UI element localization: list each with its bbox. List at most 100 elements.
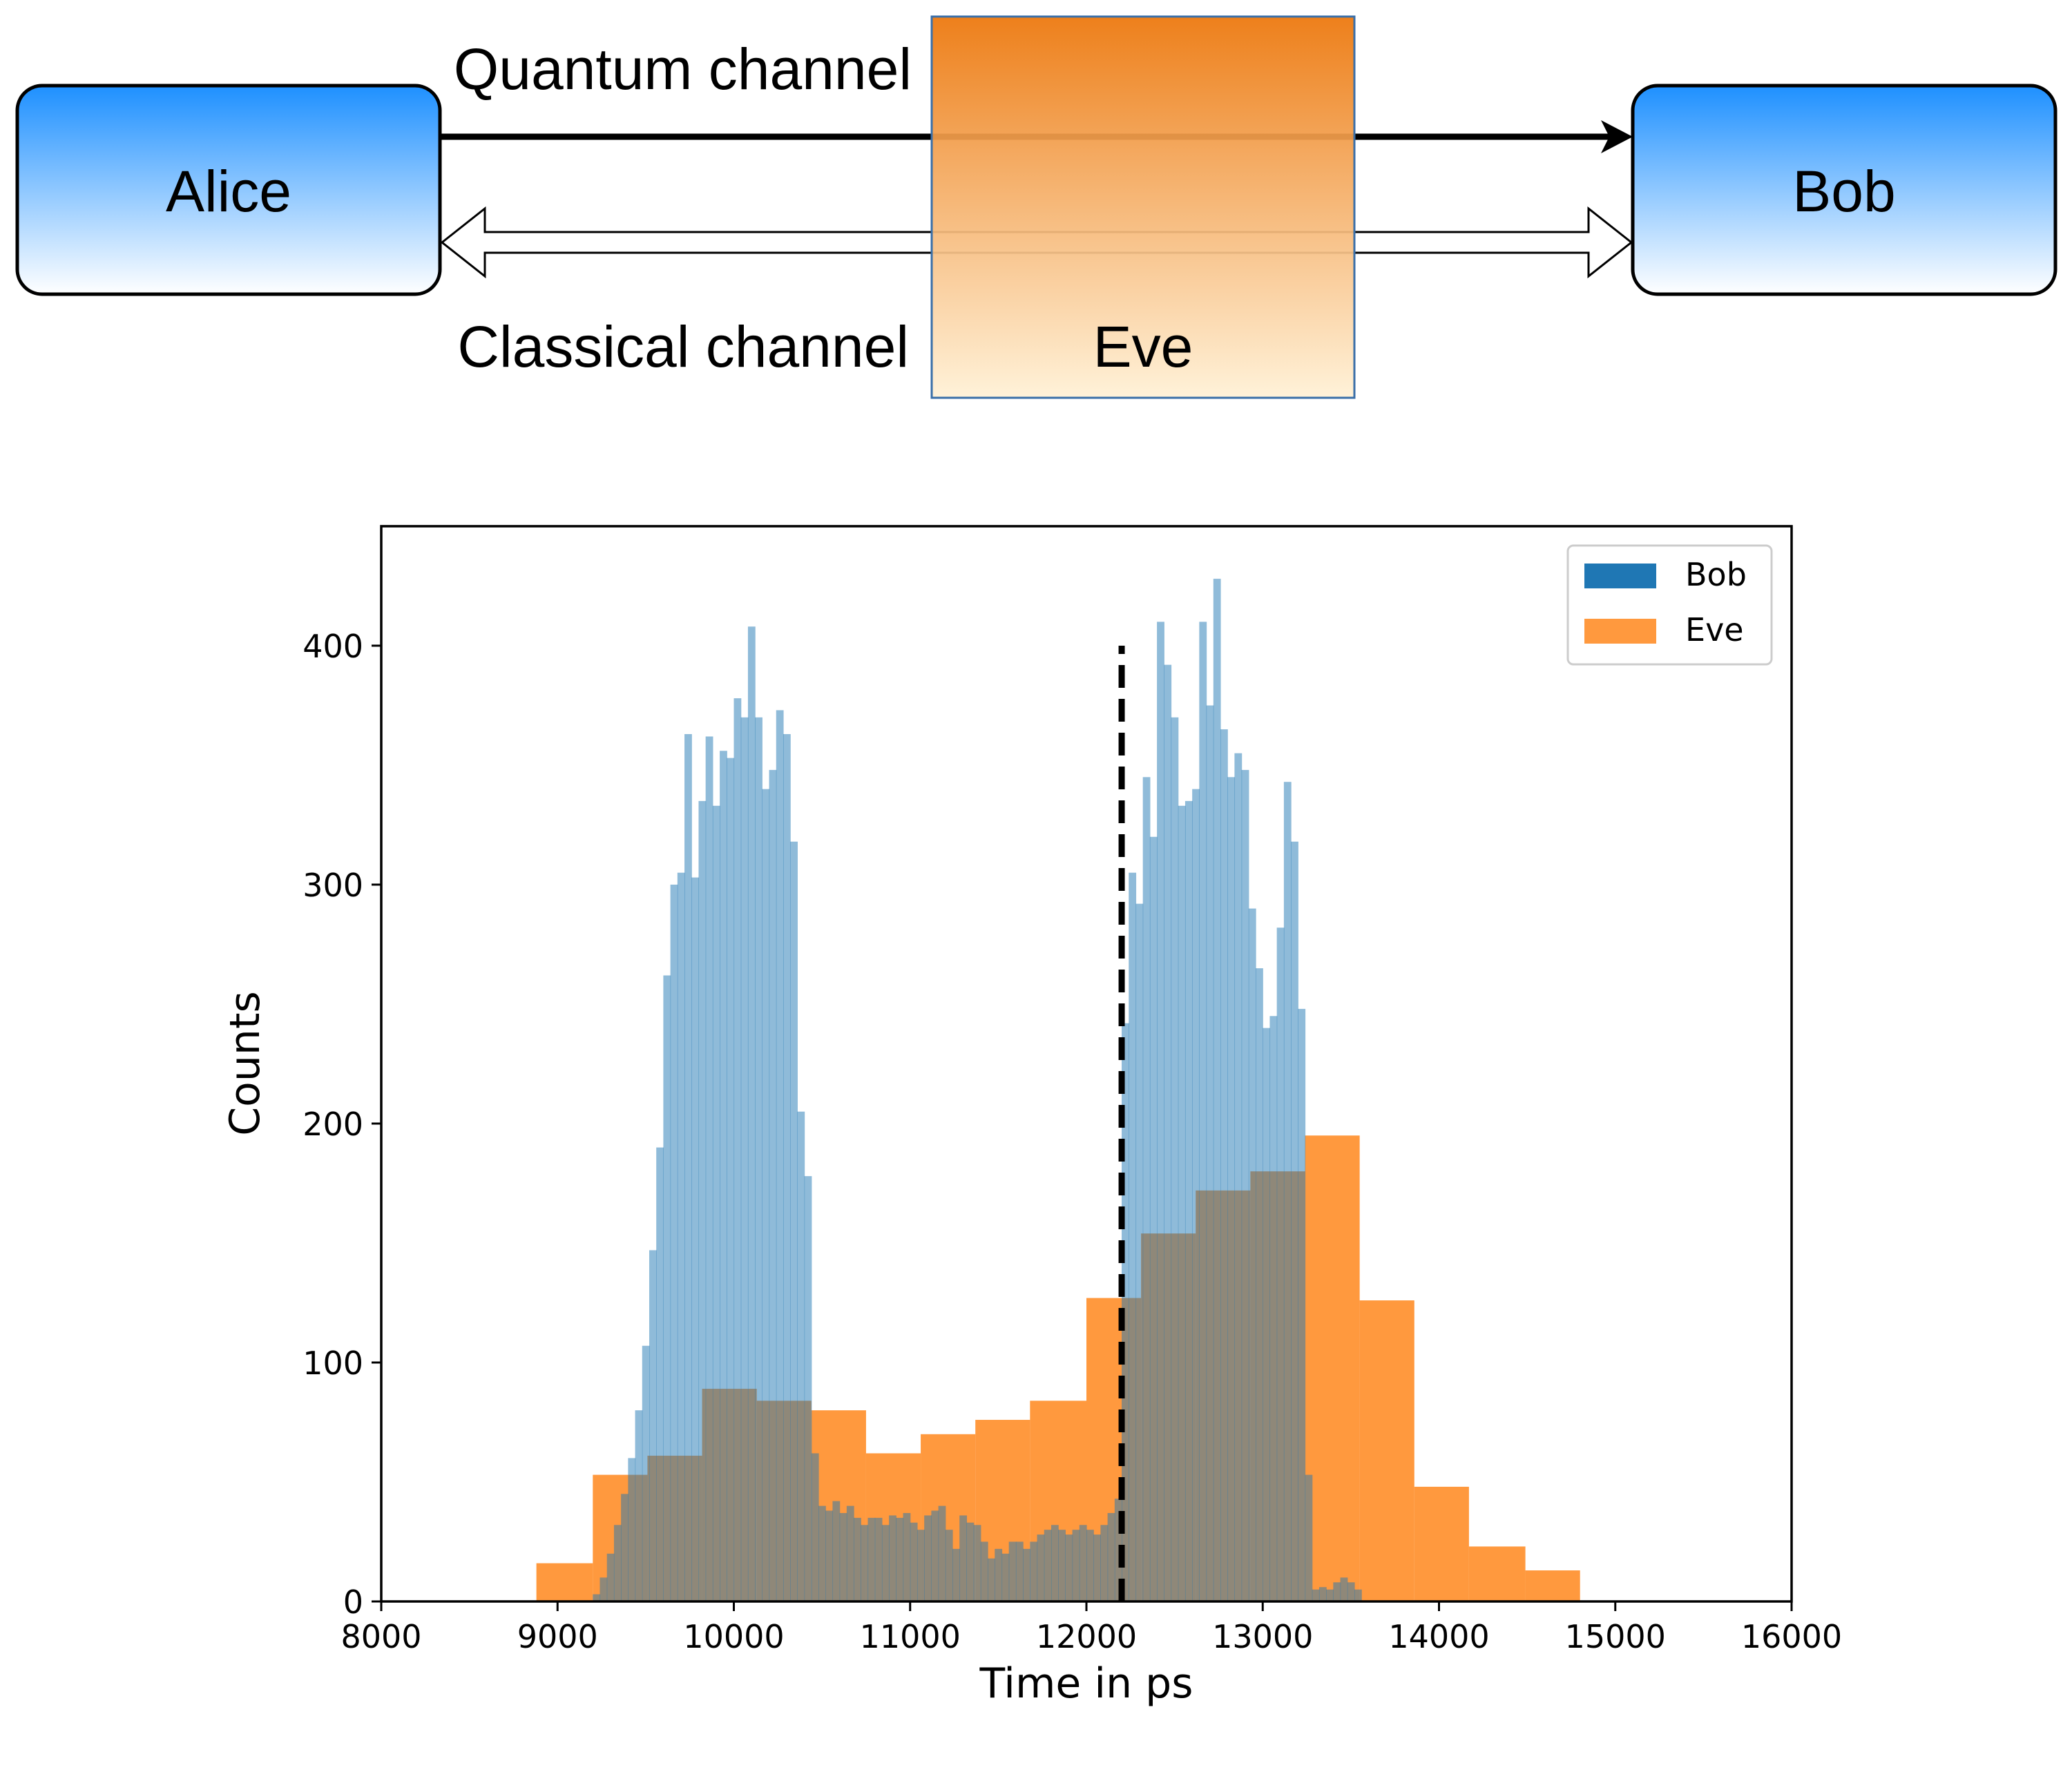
bob-bar xyxy=(854,1517,861,1601)
bob-bar xyxy=(1086,1530,1094,1601)
bob-bar xyxy=(691,877,700,1601)
bob-bar xyxy=(606,1553,615,1601)
bob-bar xyxy=(628,1458,636,1601)
bob-bar xyxy=(1122,1023,1129,1601)
bob-bar xyxy=(762,789,770,1601)
x-axis: 8000 9000 10000 11000 12000 13000 14000 15000 16… xyxy=(340,1601,1842,1655)
bob-bar xyxy=(945,1530,953,1601)
bob-bar xyxy=(698,800,707,1601)
bob-bar xyxy=(1227,777,1236,1601)
bob-bar xyxy=(1220,729,1228,1601)
bob-bar xyxy=(1199,622,1207,1601)
bob-bar xyxy=(839,1512,847,1601)
bob-bar xyxy=(917,1530,925,1601)
x-tick-label: 10000 xyxy=(683,1618,784,1655)
eve-bar xyxy=(1525,1570,1580,1601)
bob-bar xyxy=(733,698,742,1601)
bob-bar xyxy=(896,1517,904,1601)
bob-bar xyxy=(649,1250,657,1601)
bob-bar xyxy=(635,1410,643,1601)
y-tick-label: 100 xyxy=(303,1345,363,1382)
bob-bar xyxy=(642,1345,650,1601)
bob-bar xyxy=(1269,1016,1278,1601)
bob-bar xyxy=(720,751,727,1601)
bob-bar xyxy=(1142,777,1151,1601)
classical-channel-label: Classical channel xyxy=(457,314,909,379)
bob-bar xyxy=(599,1577,608,1601)
legend-label-eve: Eve xyxy=(1685,611,1744,648)
bob-bar xyxy=(1263,1028,1271,1601)
y-tick-label: 0 xyxy=(343,1583,363,1621)
bob-bar xyxy=(1283,782,1292,1601)
bob-bar xyxy=(1058,1530,1066,1601)
bob-bar xyxy=(1241,769,1249,1601)
bob-bar xyxy=(959,1515,968,1601)
bob-bar xyxy=(712,805,720,1601)
eve-label: Eve xyxy=(1093,314,1193,379)
bob-bar xyxy=(755,717,762,1601)
x-tick-label: 8000 xyxy=(340,1618,421,1655)
x-tick-label: 12000 xyxy=(1036,1618,1137,1655)
bob-bar xyxy=(818,1505,826,1601)
bob-bar xyxy=(1256,968,1263,1601)
eve-bar xyxy=(1305,1135,1360,1601)
bob-bar xyxy=(783,734,791,1601)
eve-bar xyxy=(536,1563,593,1601)
bob-bar xyxy=(1354,1589,1362,1601)
bob-bar xyxy=(1149,836,1158,1601)
bob-bar xyxy=(747,626,756,1601)
histogram-chart: 8000 9000 10000 11000 12000 13000 14000 15000 16… xyxy=(221,525,1842,1708)
bob-bar xyxy=(874,1517,883,1601)
bob-bar xyxy=(1192,789,1200,1601)
bob-bar xyxy=(797,1111,805,1601)
y-axis: 0 100 200 300 400 xyxy=(303,628,381,1621)
bob-label: Bob xyxy=(1792,159,1895,224)
bob-bar xyxy=(684,734,692,1601)
bob-bar xyxy=(988,1558,995,1601)
bob-bar xyxy=(769,769,777,1601)
bob-bar xyxy=(740,717,749,1601)
bob-bar xyxy=(861,1525,869,1601)
x-tick-label: 9000 xyxy=(517,1618,598,1655)
bob-bar xyxy=(776,710,784,1601)
bob-bar xyxy=(1347,1582,1355,1601)
eve-bar xyxy=(1414,1486,1469,1601)
bob-bar xyxy=(995,1548,1003,1601)
bob-bar xyxy=(1100,1525,1109,1601)
bob-bar xyxy=(1206,705,1214,1601)
x-tick-label: 15000 xyxy=(1565,1618,1666,1655)
bob-bar xyxy=(1234,753,1243,1601)
x-tick-label: 13000 xyxy=(1212,1618,1313,1655)
bob-bar xyxy=(938,1505,946,1601)
channel-diagram: Alice Bob Quantum channel Classical chan… xyxy=(15,15,2057,399)
bob-bar xyxy=(1213,579,1221,1601)
legend-swatch-bob xyxy=(1584,564,1656,588)
x-tick-label: 14000 xyxy=(1388,1618,1489,1655)
legend-label-bob: Bob xyxy=(1685,556,1747,593)
bob-bar xyxy=(1164,664,1172,1602)
bob-bar xyxy=(670,885,678,1601)
bob-bar xyxy=(1030,1541,1038,1601)
bob-bar xyxy=(1298,1008,1306,1601)
bob-bar xyxy=(1178,805,1186,1601)
bob-bar xyxy=(952,1548,960,1601)
bob-bar xyxy=(966,1522,975,1601)
bob-bar xyxy=(1135,903,1144,1601)
bob-bar xyxy=(924,1515,932,1601)
bob-bar xyxy=(1079,1525,1087,1601)
bob-bar xyxy=(727,758,735,1601)
bob-bar xyxy=(910,1522,918,1601)
bob-bar xyxy=(980,1541,988,1601)
bob-bar xyxy=(1326,1589,1334,1601)
bob-bar xyxy=(1248,908,1256,1601)
bob-bar xyxy=(832,1501,841,1601)
bob-bar xyxy=(1171,717,1179,1601)
bob-bar xyxy=(1093,1534,1102,1601)
y-tick-label: 400 xyxy=(303,628,363,665)
bob-box xyxy=(1631,84,2057,296)
bob-bar xyxy=(1037,1534,1045,1601)
bob-bar xyxy=(1023,1548,1030,1601)
bob-bar xyxy=(663,975,671,1601)
bob-bar xyxy=(705,736,713,1601)
